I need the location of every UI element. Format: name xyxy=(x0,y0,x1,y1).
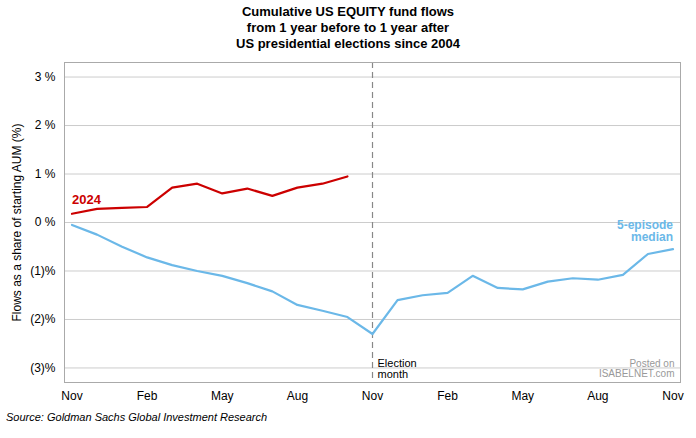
svg-text:2 %: 2 % xyxy=(35,118,56,132)
svg-text:(3)%: (3)% xyxy=(30,361,56,375)
svg-text:Feb: Feb xyxy=(137,389,158,403)
svg-text:Aug: Aug xyxy=(587,389,608,403)
svg-text:Nov: Nov xyxy=(61,389,82,403)
html-text:Source: Goldman Sachs Global I: Source: Goldman Sachs Global Investment … xyxy=(6,411,268,423)
svg-text:0 %: 0 % xyxy=(35,215,56,229)
svg-text:5-episodemedian: 5-episodemedian xyxy=(617,218,673,244)
svg-text:Nov: Nov xyxy=(362,389,383,403)
svg-text:Posted onISABELNET.com: Posted onISABELNET.com xyxy=(599,358,675,379)
html-text:US presidential elections sinc: US presidential elections since 2004 xyxy=(236,36,460,51)
svg-text:1 %: 1 % xyxy=(35,167,56,181)
svg-text:Feb: Feb xyxy=(437,389,458,403)
svg-text:Flows as a share of starting A: Flows as a share of starting AUM (%) xyxy=(10,123,24,321)
svg-text:May: May xyxy=(511,389,534,403)
svg-text:May: May xyxy=(211,389,234,403)
svg-text:Electionmonth: Electionmonth xyxy=(378,357,417,380)
html-text:from 1 year before to 1 year a: from 1 year before to 1 year after xyxy=(246,20,450,35)
svg-text:Aug: Aug xyxy=(287,389,308,403)
svg-text:(1)%: (1)% xyxy=(30,264,56,278)
svg-text:Nov: Nov xyxy=(662,389,683,403)
svg-text:2024: 2024 xyxy=(72,192,102,207)
html-text:Cumulative US EQUITY fund flow: Cumulative US EQUITY fund flows xyxy=(241,4,455,19)
svg-text:3 %: 3 % xyxy=(35,70,56,84)
svg-text:(2)%: (2)% xyxy=(30,312,56,326)
